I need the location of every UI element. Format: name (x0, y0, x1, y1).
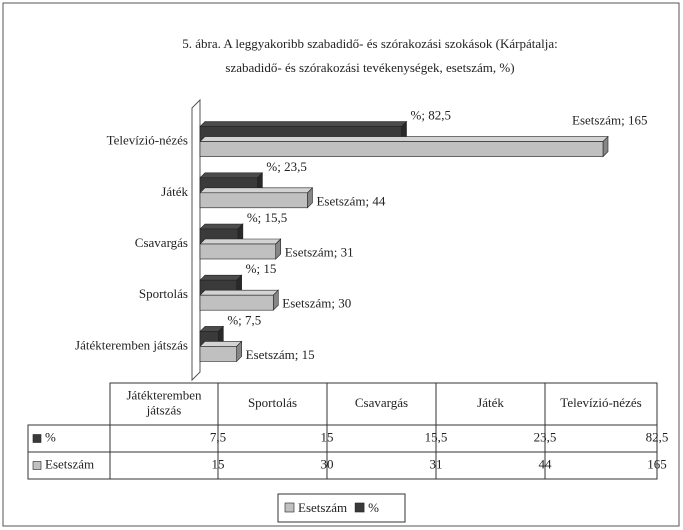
table-header: Csavargás (355, 395, 408, 410)
table-row-label: % (45, 429, 56, 444)
bar (199, 289, 279, 311)
data-label: Esetszám; 31 (285, 244, 354, 259)
legend-box (277, 493, 406, 523)
data-label: %; 82,5 (411, 108, 451, 123)
axis-wall (191, 98, 201, 382)
table-cell: 31 (430, 456, 443, 471)
bar-face (199, 192, 308, 209)
bar-face (199, 346, 237, 362)
table-cell: 30 (321, 456, 334, 471)
bar-face (199, 121, 408, 127)
table-cell: 23,5 (534, 429, 557, 444)
bar-face (199, 294, 274, 311)
bar-face (199, 243, 277, 260)
table-cell: 15 (212, 456, 225, 471)
bar-face (199, 274, 243, 281)
table-header: Játékteremben (126, 387, 202, 402)
chart-title: 5. ábra. A leggyakoribb szabadidő- és sz… (182, 36, 557, 51)
legend-label: Esetszám (298, 500, 347, 515)
data-label: %; 15,5 (247, 210, 287, 225)
table-header: Játék (477, 395, 504, 410)
chart-title: szabadidő- és szórakozási tevékenységek,… (225, 60, 514, 75)
data-label: Esetszám; 15 (246, 347, 315, 362)
table-legend-key (32, 434, 42, 443)
table-row-label: Esetszám (45, 456, 94, 471)
data-label: %; 7,5 (227, 312, 261, 327)
table-cell: 15,5 (425, 429, 448, 444)
data-label: Esetszám; 44 (316, 193, 385, 208)
table-cell: 15 (321, 429, 334, 444)
bar-face (199, 238, 282, 245)
bar-face (199, 223, 244, 230)
legend-key (354, 502, 365, 513)
table-header: Televízió-nézés (560, 395, 641, 410)
y-tick-label: Televízió-nézés (107, 133, 188, 148)
table-cell: 7,5 (210, 429, 226, 444)
data-label: %; 15 (246, 261, 277, 276)
bar-face (199, 341, 243, 347)
bar-face (199, 187, 314, 194)
bar-face (199, 136, 609, 142)
y-tick-label: Játékteremben játszás (75, 337, 188, 352)
bar (199, 238, 282, 260)
table-cell: 165 (647, 456, 667, 471)
y-tick-label: Sportolás (139, 286, 188, 301)
bar-face (199, 172, 264, 179)
bar (199, 187, 314, 209)
bar-face (199, 289, 279, 296)
table-legend-key (32, 461, 42, 470)
table-header: Sportolás (248, 395, 297, 410)
table-cell: 44 (539, 456, 553, 471)
y-tick-label: Játék (161, 184, 188, 199)
data-label: Esetszám; 165 (572, 113, 647, 128)
table-header: játszás (146, 402, 182, 417)
data-label: %; 23,5 (266, 159, 306, 174)
data-label: Esetszám; 30 (282, 296, 351, 311)
bar (199, 135, 609, 158)
table-cell: 82,5 (646, 429, 669, 444)
legend-label: % (368, 500, 379, 515)
bar-face (199, 141, 604, 157)
legend-key (284, 502, 295, 513)
y-tick-label: Csavargás (135, 235, 188, 250)
bar (199, 340, 243, 363)
